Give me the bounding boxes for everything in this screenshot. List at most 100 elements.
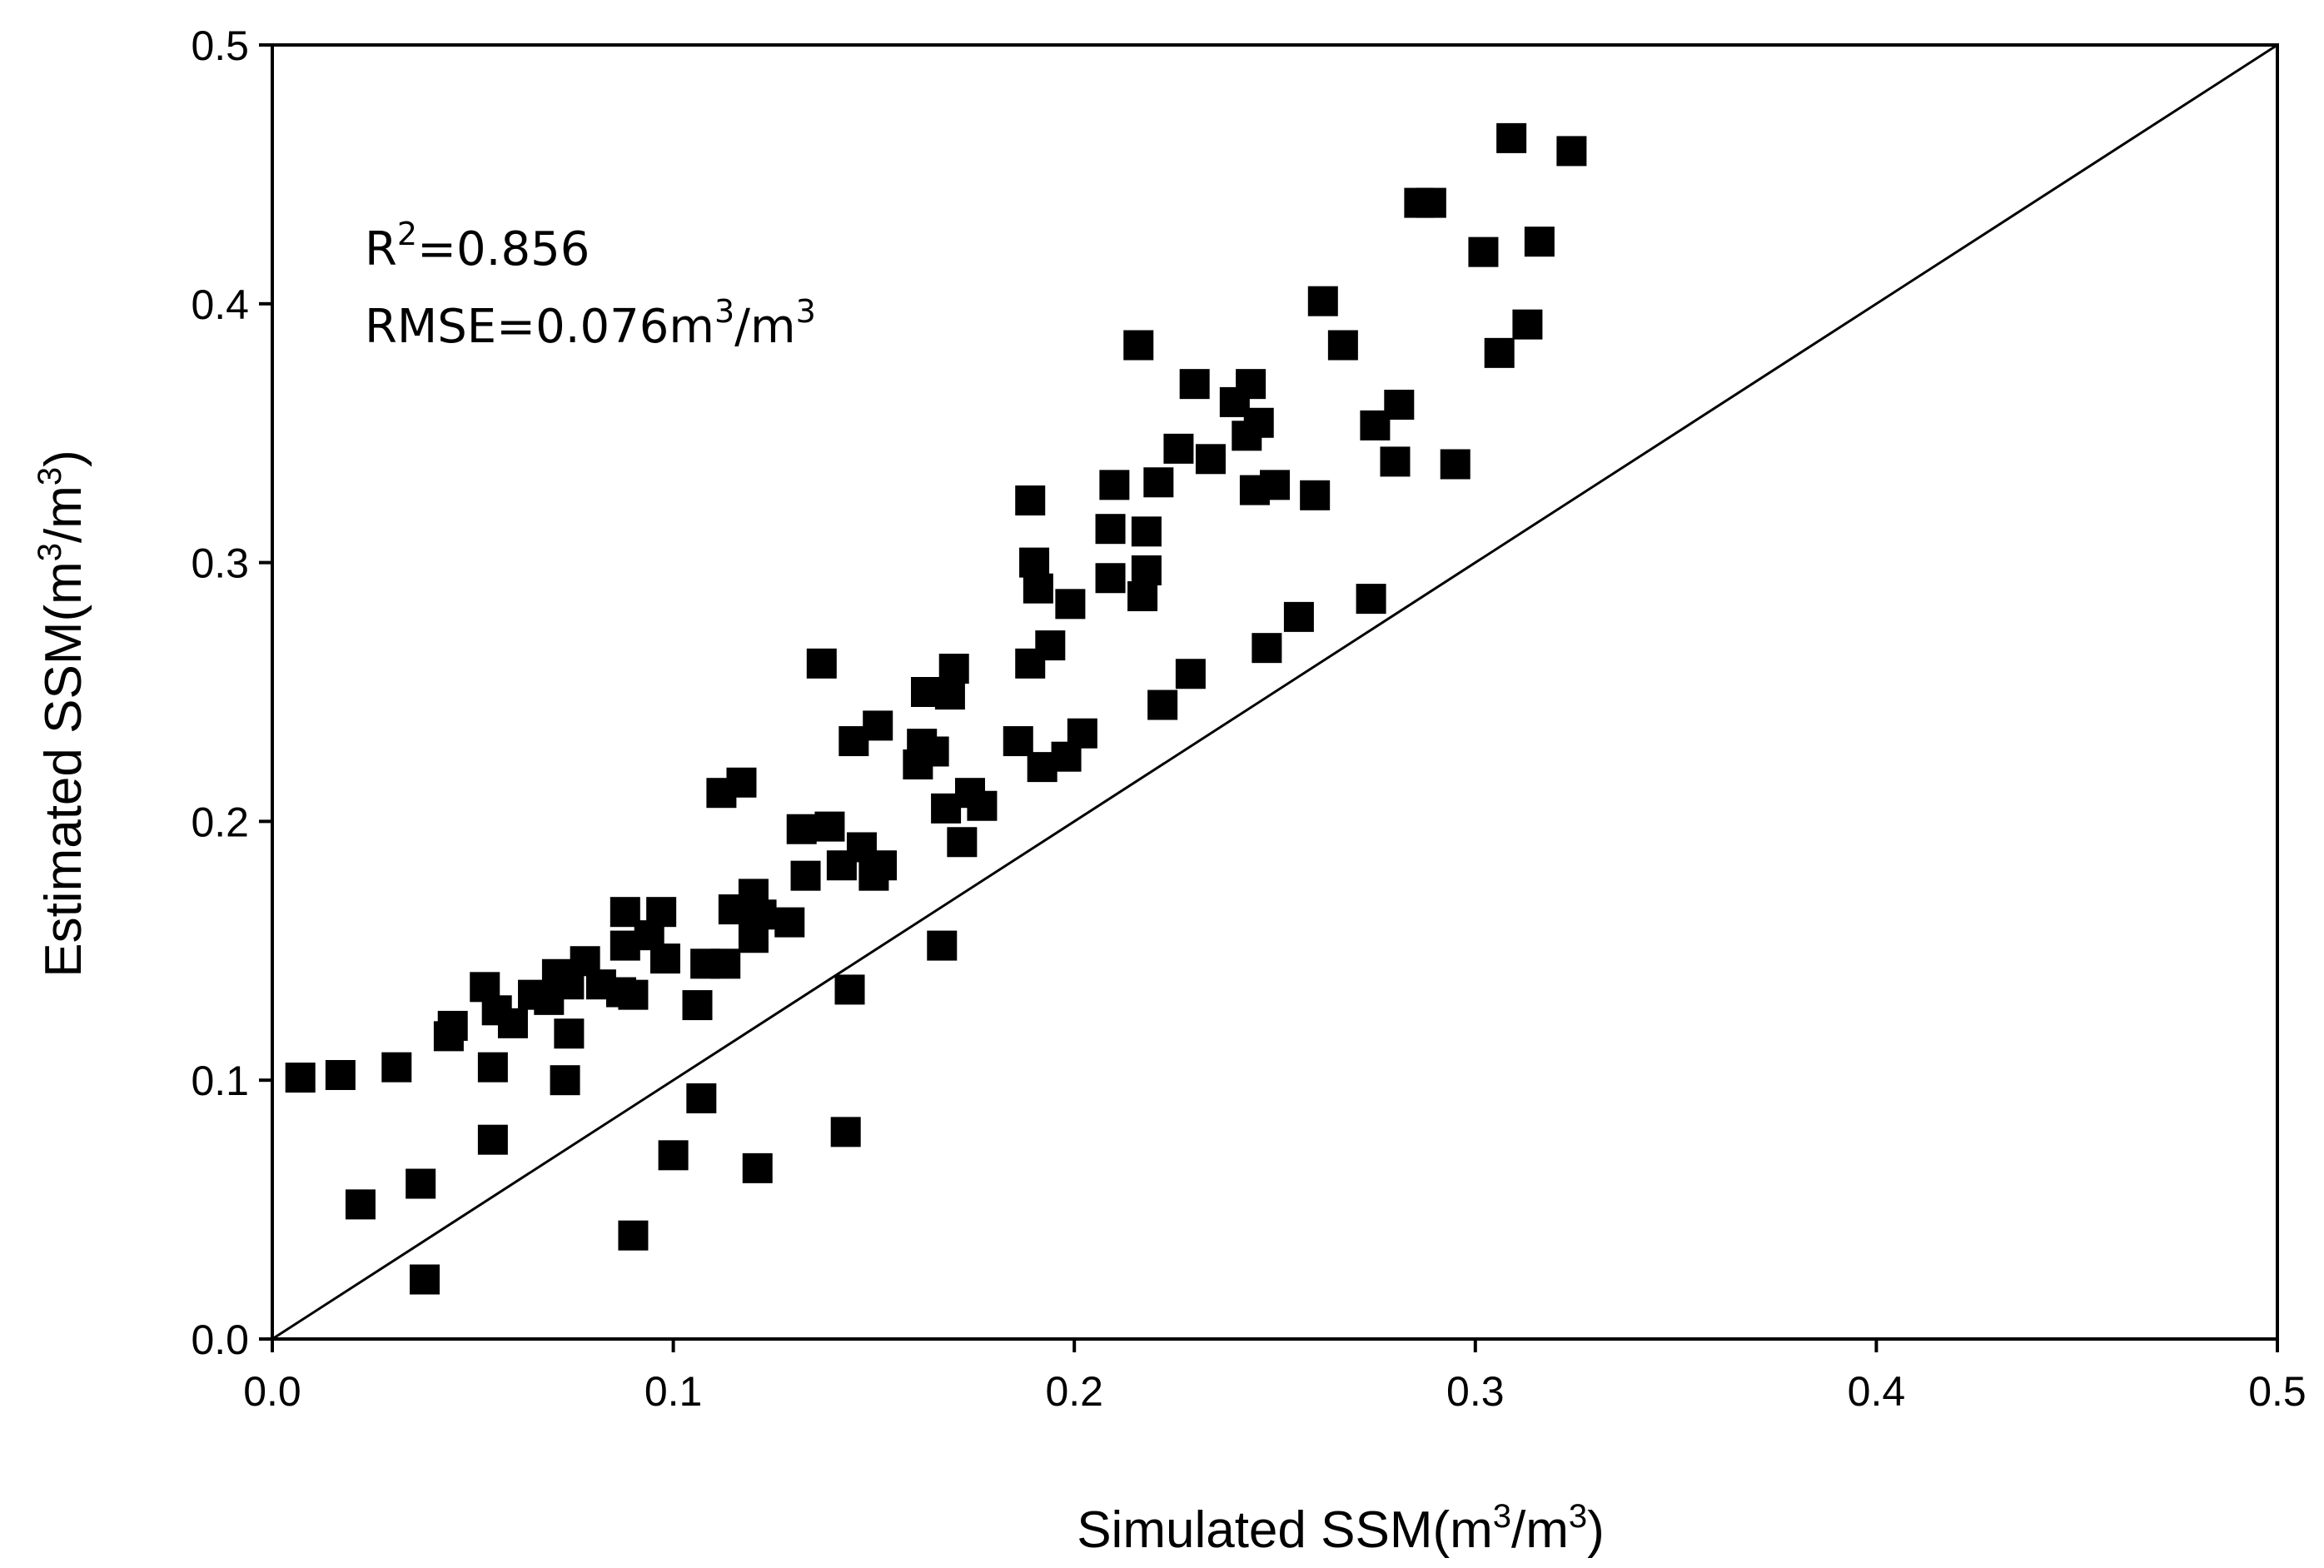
data-point [646,897,677,928]
rmse-mid: /m [734,300,795,354]
data-point [1252,633,1282,664]
data-point [1300,480,1331,510]
data-point [410,1264,440,1295]
data-point [1512,309,1543,340]
data-point [1195,444,1226,475]
data-point [726,767,757,798]
data-point [867,850,898,881]
data-point [658,1140,689,1171]
data-point [649,943,680,974]
data-point [1095,563,1126,594]
data-point [1163,433,1194,464]
y-tick-label: 0.3 [191,540,249,587]
data-point [1067,718,1097,749]
data-point [967,790,998,821]
data-point [682,990,713,1021]
data-point [1147,689,1178,720]
data-point [806,648,837,679]
data-point [497,1008,528,1038]
data-point [1003,726,1033,757]
data-point [1484,337,1515,368]
data-point [1283,601,1314,632]
x-tick-label: 0.3 [1446,1368,1505,1415]
data-point [947,827,978,858]
data-point [1179,369,1210,400]
data-point [1143,467,1174,498]
data-point [345,1189,376,1220]
data-point [1131,516,1162,547]
y-axis-unit-close: ) [35,450,92,467]
data-point [550,1065,580,1096]
data-point [1243,407,1274,438]
y-tick-label: 0.0 [191,1317,249,1363]
data-point [1416,187,1446,218]
x-tick-label: 0.0 [243,1368,301,1415]
y-tick-label: 0.4 [191,281,249,328]
x-tick-label: 0.5 [2248,1368,2307,1415]
data-point [1556,136,1587,167]
data-point [618,979,649,1010]
data-point [1440,449,1471,480]
x-axis-ticks: 0.0 0.1 0.2 0.3 0.4 0.5 [243,1339,2307,1415]
data-point [1055,589,1086,620]
data-point [863,710,893,741]
data-point [1356,584,1386,615]
rmse-label: RMSE=0.076m [365,300,714,354]
data-point [1327,330,1358,361]
data-point [1123,330,1154,361]
data-point [918,736,949,767]
x-axis-title: Simulated SSM(m3/m3) [1077,1498,1605,1559]
data-point [1384,390,1415,421]
data-point [477,1052,508,1083]
data-point [1095,514,1126,545]
plot-frame [271,43,2279,1341]
data-point [618,1220,649,1251]
data-point [1307,286,1338,316]
data-point [381,1052,412,1083]
data-point [834,974,865,1005]
data-point [1236,369,1267,400]
data-point [1524,226,1555,257]
data-point [325,1059,356,1090]
data-point [1035,630,1066,661]
data-point [1468,236,1499,267]
y-axis-ticks: 0.0 0.1 0.2 0.3 0.4 0.5 [191,22,272,1363]
data-point [686,1083,717,1113]
y-axis-unit-sup-2: 3 [32,467,68,485]
data-point [934,679,965,710]
rmse-sup: 3 [714,293,734,330]
rmse-sup-2: 3 [796,293,816,330]
y-axis-unit-sup: 3 [32,543,68,561]
x-tick-label: 0.4 [1848,1368,1906,1415]
data-point [1019,547,1050,578]
y-axis-unit-tail: /m [35,485,92,543]
r-squared-annotation: R2=0.856 [365,216,590,276]
y-axis-title: Estimated SSM(m3/m3) [32,450,92,978]
data-point [786,814,817,844]
r2-value: =0.856 [417,222,590,276]
x-tick-label: 0.1 [644,1368,703,1415]
y-tick-label: 0.1 [191,1058,249,1104]
r2-sup: 2 [397,216,417,252]
data-point [814,811,845,842]
data-point [1023,573,1053,604]
data-point [927,930,958,961]
data-points [285,122,1587,1295]
data-point [1496,122,1527,153]
data-point [1260,470,1290,500]
x-axis-unit-sup-2: 3 [1569,1498,1587,1535]
data-point [790,860,821,891]
data-point [1175,659,1206,689]
data-point [477,1124,508,1155]
data-point [285,1063,316,1093]
x-axis-unit-close: ) [1587,1501,1605,1559]
x-tick-label: 0.2 [1045,1368,1103,1415]
r2-label: R [365,222,397,276]
data-point [1127,581,1158,612]
data-point [437,1010,468,1041]
data-point [830,1117,861,1147]
data-point [938,654,969,684]
y-axis-title-text: Estimated SSM(m [35,561,92,978]
data-point [742,1152,773,1183]
